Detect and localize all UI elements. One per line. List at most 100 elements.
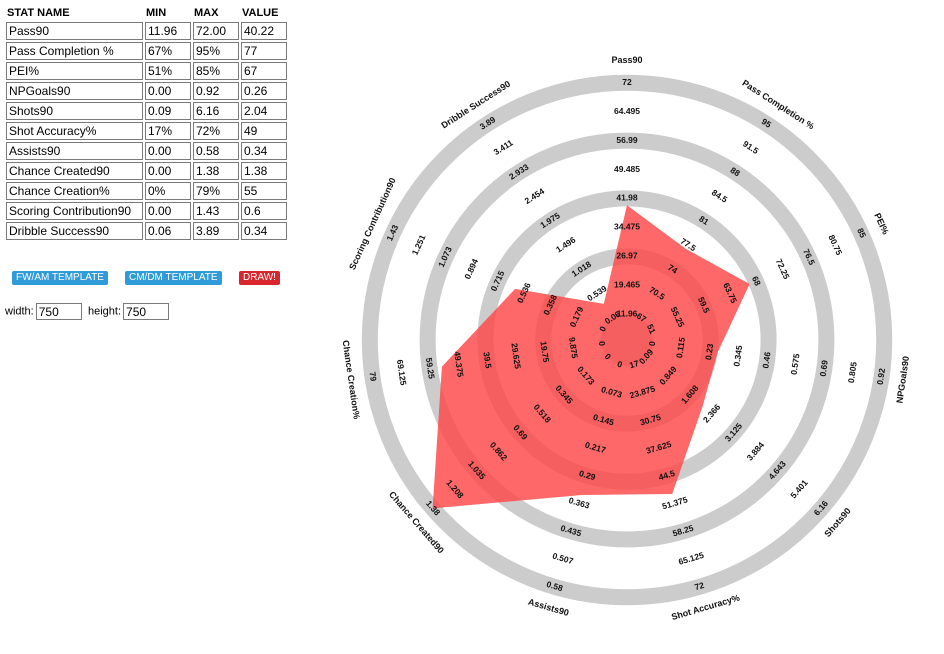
- height-control: height:: [88, 303, 170, 320]
- stat-cell: [6, 82, 143, 100]
- radar-tick-label: 3.411: [492, 137, 515, 157]
- stat-min-input[interactable]: [145, 162, 191, 180]
- stat-name-input[interactable]: [6, 82, 143, 100]
- fw-am-template-button[interactable]: FW/AM TEMPLATE: [12, 271, 108, 285]
- stat-cell: [145, 102, 191, 120]
- stat-min-input[interactable]: [145, 142, 191, 160]
- stat-name-input[interactable]: [6, 202, 143, 220]
- radar-tick-label: 72: [622, 77, 632, 87]
- stat-row: [6, 62, 287, 80]
- stat-name-input[interactable]: [6, 22, 143, 40]
- height-input[interactable]: [123, 303, 170, 320]
- stat-cell: [241, 102, 287, 120]
- stat-name-input[interactable]: [6, 182, 143, 200]
- stat-min-input[interactable]: [145, 122, 191, 140]
- radar-tick-label: 11.96: [617, 308, 638, 318]
- stat-max-input[interactable]: [193, 102, 239, 120]
- cm-dm-template-button[interactable]: CM/DM TEMPLATE: [125, 271, 222, 285]
- radar-tick-label: 0.805: [846, 361, 859, 384]
- stat-value-input[interactable]: [241, 142, 287, 160]
- stat-max-input[interactable]: [193, 62, 239, 80]
- stat-editor-panel: STAT NAME MIN MAX VALUE FW/AM TEMPLATE C…: [0, 0, 300, 330]
- stat-value-input[interactable]: [241, 62, 287, 80]
- stat-cell: [145, 22, 191, 40]
- stat-cell: [241, 142, 287, 160]
- stat-name-input[interactable]: [6, 122, 143, 140]
- stat-name-input[interactable]: [6, 222, 143, 240]
- stat-value-input[interactable]: [241, 22, 287, 40]
- stat-min-input[interactable]: [145, 42, 191, 60]
- stat-name-input[interactable]: [6, 162, 143, 180]
- stat-name-input[interactable]: [6, 42, 143, 60]
- stat-max-input[interactable]: [193, 22, 239, 40]
- stat-row: [6, 122, 287, 140]
- radar-tick-label: 0.575: [789, 353, 802, 376]
- stat-value-input[interactable]: [241, 122, 287, 140]
- radar-tick-label: 49.485: [614, 164, 640, 174]
- stat-cell: [193, 162, 239, 180]
- stat-value-input[interactable]: [241, 182, 287, 200]
- stat-cell: [6, 162, 143, 180]
- stat-name-input[interactable]: [6, 102, 143, 120]
- header-stat-name: STAT NAME: [7, 7, 70, 19]
- stat-value-input[interactable]: [241, 82, 287, 100]
- stat-value-input[interactable]: [241, 42, 287, 60]
- stat-cell: [6, 22, 143, 40]
- stat-max-input[interactable]: [193, 142, 239, 160]
- stat-cell: [193, 82, 239, 100]
- stat-cell: [6, 222, 143, 240]
- radar-tick-label: 0.23: [703, 343, 715, 361]
- radar-tick-label: 17: [628, 358, 640, 370]
- radar-axis-label: NPGoals90: [894, 355, 911, 403]
- stat-max-input[interactable]: [193, 222, 239, 240]
- stat-min-input[interactable]: [145, 202, 191, 220]
- draw-button[interactable]: DRAW!: [239, 271, 280, 285]
- radar-tick-label: 2.454: [523, 186, 547, 206]
- stat-min-input[interactable]: [145, 222, 191, 240]
- stat-name-input[interactable]: [6, 62, 143, 80]
- stat-max-input[interactable]: [193, 162, 239, 180]
- stat-cell: [6, 42, 143, 60]
- stat-min-input[interactable]: [145, 102, 191, 120]
- stat-cell: [193, 122, 239, 140]
- radar-tick-label: 51.375: [661, 494, 689, 511]
- radar-axis-label: PEI%: [872, 211, 890, 236]
- stat-max-input[interactable]: [193, 202, 239, 220]
- stat-min-input[interactable]: [145, 22, 191, 40]
- stat-cell: [241, 62, 287, 80]
- stat-value-input[interactable]: [241, 162, 287, 180]
- radar-tick-label: 49.375: [452, 351, 466, 378]
- stat-max-input[interactable]: [193, 82, 239, 100]
- stat-max-input[interactable]: [193, 42, 239, 60]
- stat-value-input[interactable]: [241, 222, 287, 240]
- radar-tick-label: 85: [855, 227, 868, 240]
- stat-cell: [6, 102, 143, 120]
- radar-tick-label: 56.99: [616, 135, 638, 145]
- stat-cell: [241, 122, 287, 140]
- stat-min-input[interactable]: [145, 82, 191, 100]
- radar-tick-label: 65.125: [677, 550, 705, 567]
- stat-max-input[interactable]: [193, 182, 239, 200]
- stat-name-input[interactable]: [6, 142, 143, 160]
- stat-min-input[interactable]: [145, 62, 191, 80]
- radar-tick-label: 68: [750, 275, 763, 288]
- radar-tick-label: 0.894: [462, 257, 480, 281]
- header-value: VALUE: [242, 7, 279, 19]
- radar-axis-label: Chance Creation%: [341, 340, 362, 420]
- stat-value-input[interactable]: [241, 202, 287, 220]
- stat-cell: [193, 222, 239, 240]
- stat-cell: [241, 22, 287, 40]
- radar-tick-label: 0.29: [578, 468, 597, 482]
- stat-cell: [193, 182, 239, 200]
- stat-cell: [241, 202, 287, 220]
- radar-tick-label: 91.5: [741, 139, 761, 157]
- stat-table-header: STAT NAME MIN MAX VALUE: [6, 6, 287, 20]
- stat-min-input[interactable]: [145, 182, 191, 200]
- stat-cell: [6, 122, 143, 140]
- height-label: height:: [88, 305, 122, 318]
- radar-tick-label: 79: [368, 371, 379, 382]
- stat-table: STAT NAME MIN MAX VALUE: [4, 4, 289, 242]
- width-input[interactable]: [35, 303, 82, 320]
- stat-max-input[interactable]: [193, 122, 239, 140]
- stat-value-input[interactable]: [241, 102, 287, 120]
